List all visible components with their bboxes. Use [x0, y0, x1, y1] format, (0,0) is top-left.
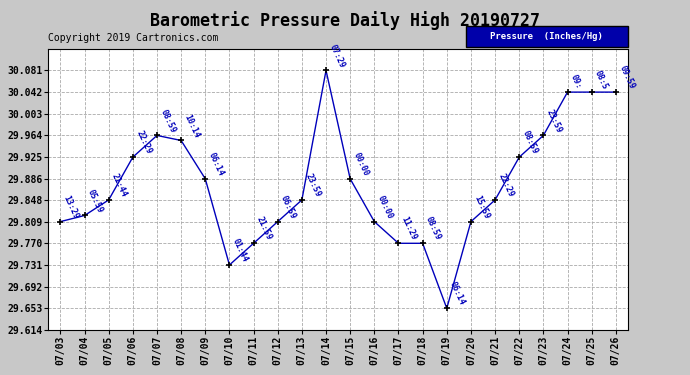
- Text: 09:: 09:: [569, 74, 584, 91]
- Text: Pressure  (Inches/Hg): Pressure (Inches/Hg): [491, 32, 603, 41]
- Text: Barometric Pressure Daily High 20190727: Barometric Pressure Daily High 20190727: [150, 11, 540, 30]
- Text: 21:59: 21:59: [255, 216, 274, 242]
- Text: 00:00: 00:00: [376, 194, 395, 220]
- Text: 22:29: 22:29: [497, 172, 515, 198]
- Text: 06:14: 06:14: [207, 151, 226, 177]
- Text: 13:29: 13:29: [62, 194, 81, 220]
- Text: 09:59: 09:59: [618, 64, 636, 91]
- Text: 15:59: 15:59: [473, 194, 491, 220]
- Text: 10:14: 10:14: [183, 112, 201, 139]
- Text: 21:44: 21:44: [110, 172, 129, 198]
- Text: 00:00: 00:00: [352, 151, 371, 177]
- Text: 08:59: 08:59: [159, 108, 177, 134]
- Text: 23:59: 23:59: [304, 172, 322, 198]
- Text: 08:5: 08:5: [593, 69, 610, 91]
- Text: 06:14: 06:14: [448, 280, 467, 307]
- Text: 07:29: 07:29: [328, 43, 346, 69]
- Text: 22:29: 22:29: [135, 129, 153, 156]
- Text: 08:59: 08:59: [521, 129, 540, 156]
- Text: Copyright 2019 Cartronics.com: Copyright 2019 Cartronics.com: [48, 33, 219, 43]
- Text: 11:29: 11:29: [400, 216, 419, 242]
- Text: 08:59: 08:59: [424, 216, 443, 242]
- Text: 06:59: 06:59: [279, 194, 298, 220]
- Text: 23:59: 23:59: [545, 108, 564, 134]
- Text: 01:44: 01:44: [231, 237, 250, 264]
- Text: 05:59: 05:59: [86, 188, 105, 214]
